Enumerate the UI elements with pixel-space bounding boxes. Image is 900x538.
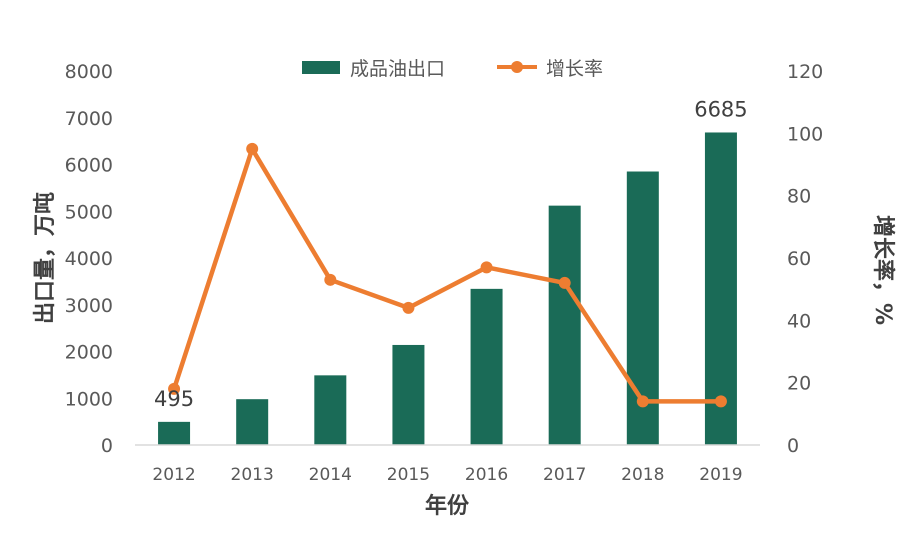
bar-2016 (470, 288, 503, 445)
y2-tick-label: 100 (787, 123, 823, 145)
legend-bar-label: 成品油出口 (350, 58, 445, 80)
y-tick-label: 7000 (65, 108, 113, 130)
bar-2017 (548, 205, 581, 445)
x-tick-label: 2018 (621, 465, 664, 485)
legend-line-label: 增长率 (546, 58, 603, 80)
x-tick-label: 2012 (152, 465, 195, 485)
x-tick-label: 2014 (309, 465, 352, 485)
y-tick-label: 0 (101, 435, 113, 457)
y-tick-label: 8000 (65, 61, 113, 83)
bar-2019 (704, 132, 737, 445)
data-labels: 495 6685 (154, 97, 748, 410)
data-label-2012: 495 (154, 387, 194, 411)
y-tick-label: 5000 (65, 201, 113, 223)
growth-rate-point-2012 (168, 382, 181, 395)
bar-2015 (392, 344, 425, 445)
y2-tick-label: 20 (787, 373, 811, 395)
bar-2014 (314, 375, 347, 445)
y-tick-label: 3000 (65, 295, 113, 317)
y2-tick-label: 0 (787, 435, 799, 457)
growth-rate-line (171, 146, 721, 404)
x-tick-label: 2019 (699, 465, 742, 485)
growth-rate-point-2013 (246, 142, 259, 155)
growth-rate-point-2019 (714, 395, 727, 408)
growth-rate-point-2017 (558, 276, 571, 289)
y2-tick-label: 60 (787, 248, 811, 270)
y-tick-label: 2000 (65, 342, 113, 364)
x-axis-ticks: 2012 2013 2014 2015 2016 2017 2018 2019 (152, 465, 742, 485)
bar-2013 (236, 399, 269, 445)
y-axis-right-ticks: 0 20 40 60 80 100 120 (787, 61, 823, 457)
data-label-2019: 6685 (694, 97, 747, 121)
y2-tick-label: 40 (787, 310, 811, 332)
y-tick-label: 4000 (65, 248, 113, 270)
y2-tick-label: 120 (787, 61, 823, 83)
x-tick-label: 2017 (543, 465, 586, 485)
y-tick-label: 1000 (65, 388, 113, 410)
line-series (168, 142, 727, 408)
bar-2012 (158, 421, 191, 445)
growth-rate-point-2014 (324, 273, 337, 286)
y2-tick-label: 80 (787, 186, 811, 208)
legend-line-marker (511, 61, 523, 73)
y-tick-label: 6000 (65, 155, 113, 177)
growth-rate-point-2016 (480, 261, 493, 274)
y-axis-right-title: 增长率，% (870, 215, 896, 325)
y-axis-left-title: 出口量，万吨 (33, 192, 58, 324)
growth-rate-point-2018 (636, 395, 649, 408)
x-tick-label: 2016 (465, 465, 508, 485)
legend: 成品油出口 增长率 (302, 58, 603, 80)
x-axis-title: 年份 (425, 493, 470, 519)
x-tick-label: 2015 (387, 465, 430, 485)
x-tick-label: 2013 (231, 465, 274, 485)
y-axis-left-ticks: 0 1000 2000 3000 4000 5000 6000 7000 8000 (65, 61, 113, 457)
bars (158, 132, 737, 445)
legend-bar-swatch (302, 61, 340, 74)
growth-rate-point-2015 (402, 301, 415, 314)
